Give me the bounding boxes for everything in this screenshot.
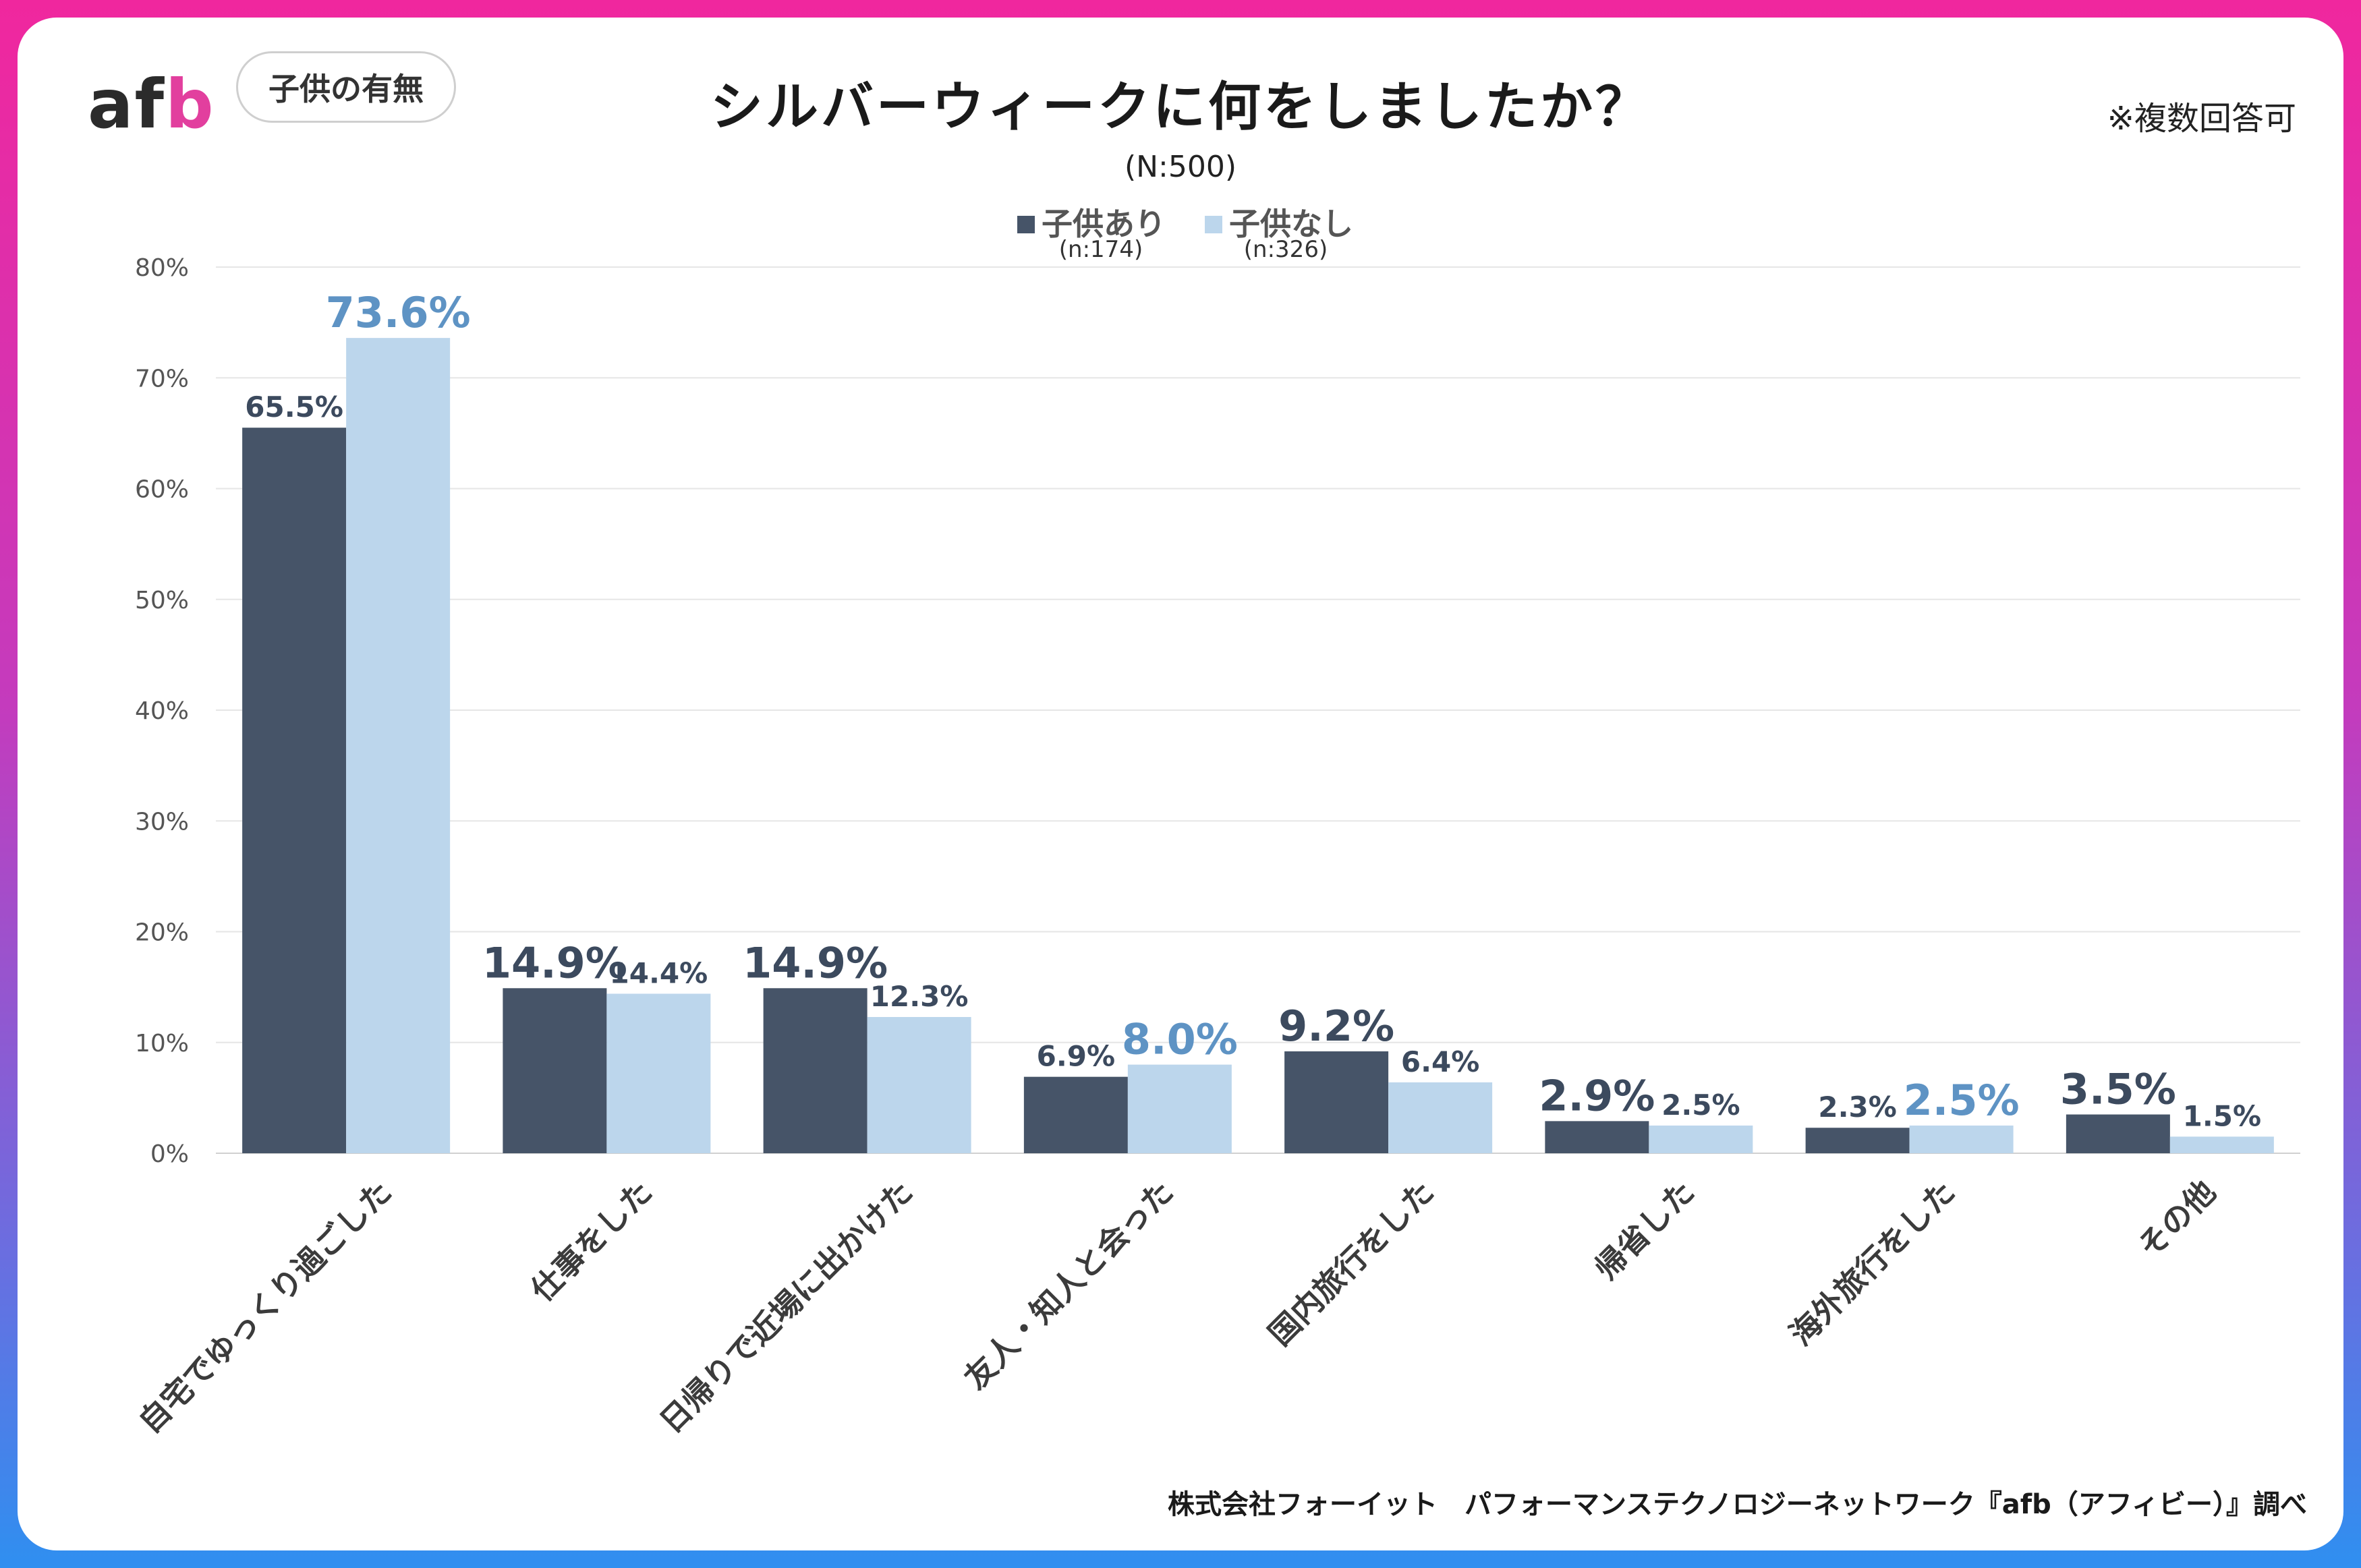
y-tick-label: 20% <box>135 919 189 947</box>
data-label: 12.3% <box>870 980 969 1013</box>
afb-logo: afb <box>88 67 223 142</box>
category-label: 仕事をした <box>523 1173 659 1309</box>
source-credit: 株式会社フォーイット パフォーマンステクノロジーネットワーク『afb（アフィビー… <box>1167 1489 2307 1520</box>
y-tick-label: 70% <box>135 365 189 393</box>
category-label: 自宅でゆっくり過ごした <box>132 1173 399 1441</box>
data-label: 2.9% <box>1539 1071 1655 1120</box>
bar <box>867 1016 971 1153</box>
bar <box>1545 1121 1649 1153</box>
data-label: 3.5% <box>2060 1065 2176 1114</box>
data-label: 14.4% <box>610 956 708 989</box>
bar <box>2066 1114 2170 1153</box>
legend-swatch-dark <box>1017 216 1035 233</box>
logo-text: af <box>88 65 165 144</box>
data-label: 1.5% <box>2183 1099 2261 1132</box>
category-label: 日帰りで近場に出かけた <box>652 1173 919 1441</box>
bar <box>1909 1125 2014 1153</box>
legend-label: 子供あり <box>1042 206 1166 242</box>
legend-n-without-children: (n:326) <box>1243 236 1328 263</box>
bar <box>1284 1051 1389 1153</box>
data-label: 14.9% <box>482 938 627 987</box>
data-label: 2.5% <box>1661 1088 1740 1122</box>
chart-subtitle: (N:500) <box>1124 150 1237 184</box>
multiple-answer-note: ※複数回答可 <box>2107 100 2296 138</box>
bar <box>2169 1136 2274 1153</box>
category-label: 海外旅行をした <box>1783 1173 1962 1353</box>
bar <box>763 988 867 1153</box>
y-tick-label: 80% <box>135 254 189 282</box>
bar <box>1805 1128 1910 1153</box>
category-label: その他 <box>2131 1173 2223 1265</box>
y-tick-label: 30% <box>135 808 189 836</box>
y-tick-label: 0% <box>150 1140 189 1168</box>
category-label: 友人・知人と会った <box>957 1173 1180 1397</box>
bar <box>503 988 607 1153</box>
logo-text-accent: b <box>165 65 215 144</box>
data-label: 73.6% <box>326 288 471 337</box>
y-tick-label: 40% <box>135 697 189 725</box>
bar <box>346 338 451 1153</box>
y-tick-label: 50% <box>135 587 189 614</box>
y-tick-label: 60% <box>135 476 189 504</box>
data-label: 6.9% <box>1037 1040 1115 1073</box>
category-label: 帰省した <box>1588 1173 1701 1287</box>
chart-title: シルバーウィークに何をしましたか？ <box>710 77 1651 138</box>
data-label: 65.5% <box>245 390 343 424</box>
data-label: 9.2% <box>1278 1001 1394 1051</box>
legend-n-with-children: (n:174) <box>1058 236 1143 263</box>
bar <box>1649 1125 1753 1153</box>
bar <box>1023 1076 1128 1153</box>
legend-item-with-children: 子供あり <box>1017 200 1166 244</box>
data-label: 2.3% <box>1818 1091 1896 1124</box>
y-tick-label: 10% <box>135 1030 189 1057</box>
bar <box>606 993 711 1153</box>
legend-label: 子供なし <box>1229 206 1353 242</box>
data-label: 14.9% <box>743 938 888 987</box>
bar <box>1388 1082 1493 1153</box>
bar <box>242 428 347 1153</box>
legend-swatch-light <box>1205 216 1222 233</box>
data-label: 2.5% <box>1904 1076 2020 1125</box>
category-badge: 子供の有無 <box>236 51 456 123</box>
data-label: 8.0% <box>1122 1015 1238 1064</box>
legend-item-without-children: 子供なし <box>1205 200 1353 244</box>
category-label: 国内旅行をした <box>1261 1173 1441 1353</box>
data-label: 6.4% <box>1401 1045 1479 1078</box>
bar <box>1127 1064 1232 1153</box>
